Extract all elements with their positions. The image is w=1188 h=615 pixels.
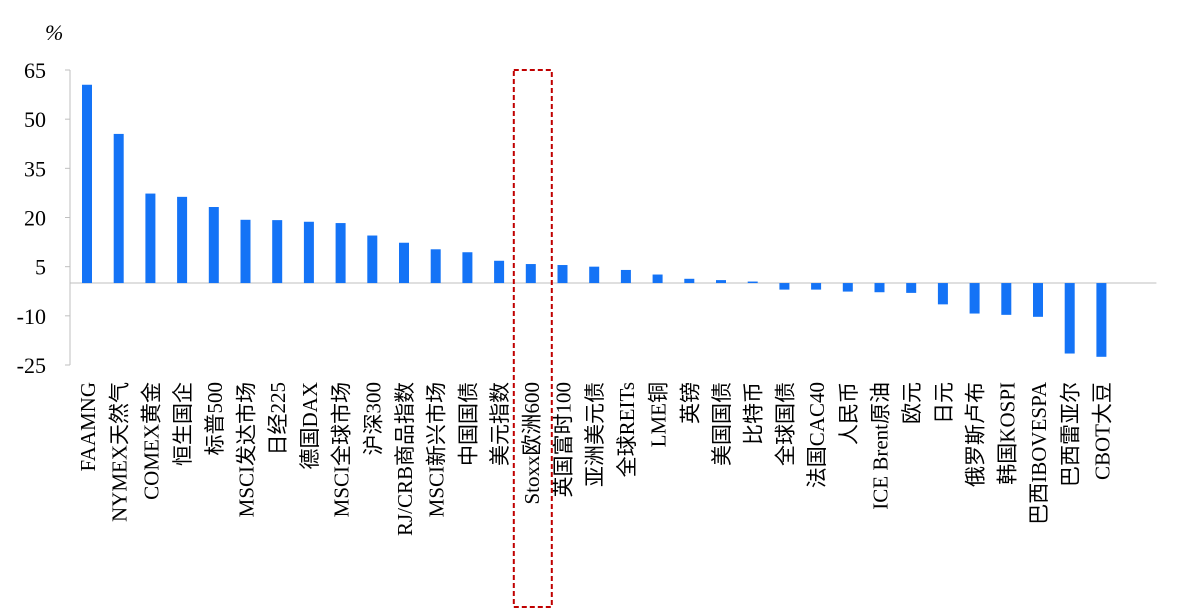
x-tick-label: COMEX黄金: [139, 382, 163, 500]
x-tick-label: 恒生国企: [171, 382, 195, 466]
x-tick-label: 德国DAX: [298, 382, 322, 470]
bar: [811, 283, 822, 290]
x-tick-label: 英镑: [678, 382, 702, 424]
bar: [684, 278, 695, 284]
bar: [272, 220, 283, 284]
x-tick-label: 全球REITs: [615, 382, 639, 477]
x-tick-label: ICE Brent原油: [869, 382, 893, 510]
x-tick-label: 沪深300: [361, 382, 385, 456]
x-tick-label: RJ/CRB商品指数: [393, 382, 417, 536]
bar: [208, 207, 219, 284]
bar: [177, 196, 188, 284]
x-tick-label: 比特币: [742, 382, 766, 445]
x-tick-label: 俄罗斯卢布: [964, 382, 988, 487]
x-tick-label: MSCI发达市场: [235, 382, 259, 517]
x-tick-label: 亚洲美元债: [583, 382, 607, 487]
bar: [525, 264, 536, 284]
x-tick-label: Stoxx欧洲600: [520, 382, 544, 505]
bar: [906, 283, 917, 293]
bar: [494, 260, 505, 284]
bar: [462, 252, 473, 284]
x-tick-label: 巴西雷亚尔: [1059, 382, 1083, 487]
y-tick-label: -25: [17, 353, 46, 378]
y-axis-unit-label: %: [45, 20, 63, 45]
bar: [145, 193, 156, 284]
x-tick-label: 美元指数: [488, 382, 512, 466]
y-axis: 65 50 35 20 5 -10 -25: [17, 58, 1157, 378]
bar: [652, 274, 663, 284]
bars-group: [82, 84, 1107, 357]
x-tick-label: 标普500: [203, 382, 227, 456]
x-tick-label: 韩国KOSPI: [995, 382, 1019, 485]
bar: [1064, 283, 1075, 354]
bar: [620, 269, 631, 284]
x-tick-label: 全球国债: [773, 382, 797, 466]
highlight-rect: [512, 69, 553, 608]
bar: [1001, 283, 1012, 315]
bar: [937, 283, 948, 305]
x-tick-label: 巴西IBOVESPA: [1027, 381, 1051, 525]
x-tick-label: NYMEX天然气: [108, 382, 132, 522]
bar: [747, 281, 758, 284]
x-tick-label: 欧元: [900, 382, 924, 424]
x-tick-label: 人民币: [837, 382, 861, 445]
x-tick-label: 日经225: [266, 382, 290, 456]
x-tick-label: MSCI新兴市场: [425, 382, 449, 517]
bar: [779, 283, 790, 290]
x-tick-label: LME铜: [647, 382, 671, 447]
bar: [1096, 283, 1107, 357]
y-tick-label: 20: [24, 206, 46, 231]
y-tick-label: 35: [24, 156, 46, 181]
bar: [335, 223, 346, 284]
y-tick-label: 65: [24, 58, 46, 83]
x-tick-label: 中国国债: [456, 382, 480, 466]
bar: [367, 235, 378, 284]
bar: [589, 266, 600, 284]
bar: [874, 283, 885, 293]
x-tick-label: 日元: [932, 382, 956, 424]
x-tick-labels: FAAMNG NYMEX天然气 COMEX黄金 恒生国企 标普500 MSCI发达市场 日经…: [76, 381, 1114, 536]
bar: [113, 133, 124, 284]
bar: [716, 280, 726, 284]
highlight-box: [512, 69, 553, 608]
x-tick-label: 法国CAC40: [805, 382, 829, 488]
bar: [399, 242, 409, 284]
bar: [969, 283, 980, 314]
bar: [303, 221, 314, 284]
bar: [82, 84, 92, 284]
x-tick-label: FAAMNG: [76, 382, 100, 471]
bar: [1033, 283, 1043, 317]
bar: [240, 219, 251, 284]
x-tick-label: CBOT大豆: [1090, 382, 1114, 480]
x-tick-label: 美国国债: [710, 382, 734, 466]
bar: [557, 265, 568, 284]
y-tick-label: -10: [17, 304, 46, 329]
y-tick-label: 5: [35, 255, 46, 280]
x-tick-label: 英国富时100: [552, 382, 576, 498]
bar: [842, 283, 853, 292]
x-tick-label: MSCI全球市场: [330, 382, 354, 517]
y-tick-label: 50: [24, 107, 46, 132]
bar: [430, 249, 441, 284]
